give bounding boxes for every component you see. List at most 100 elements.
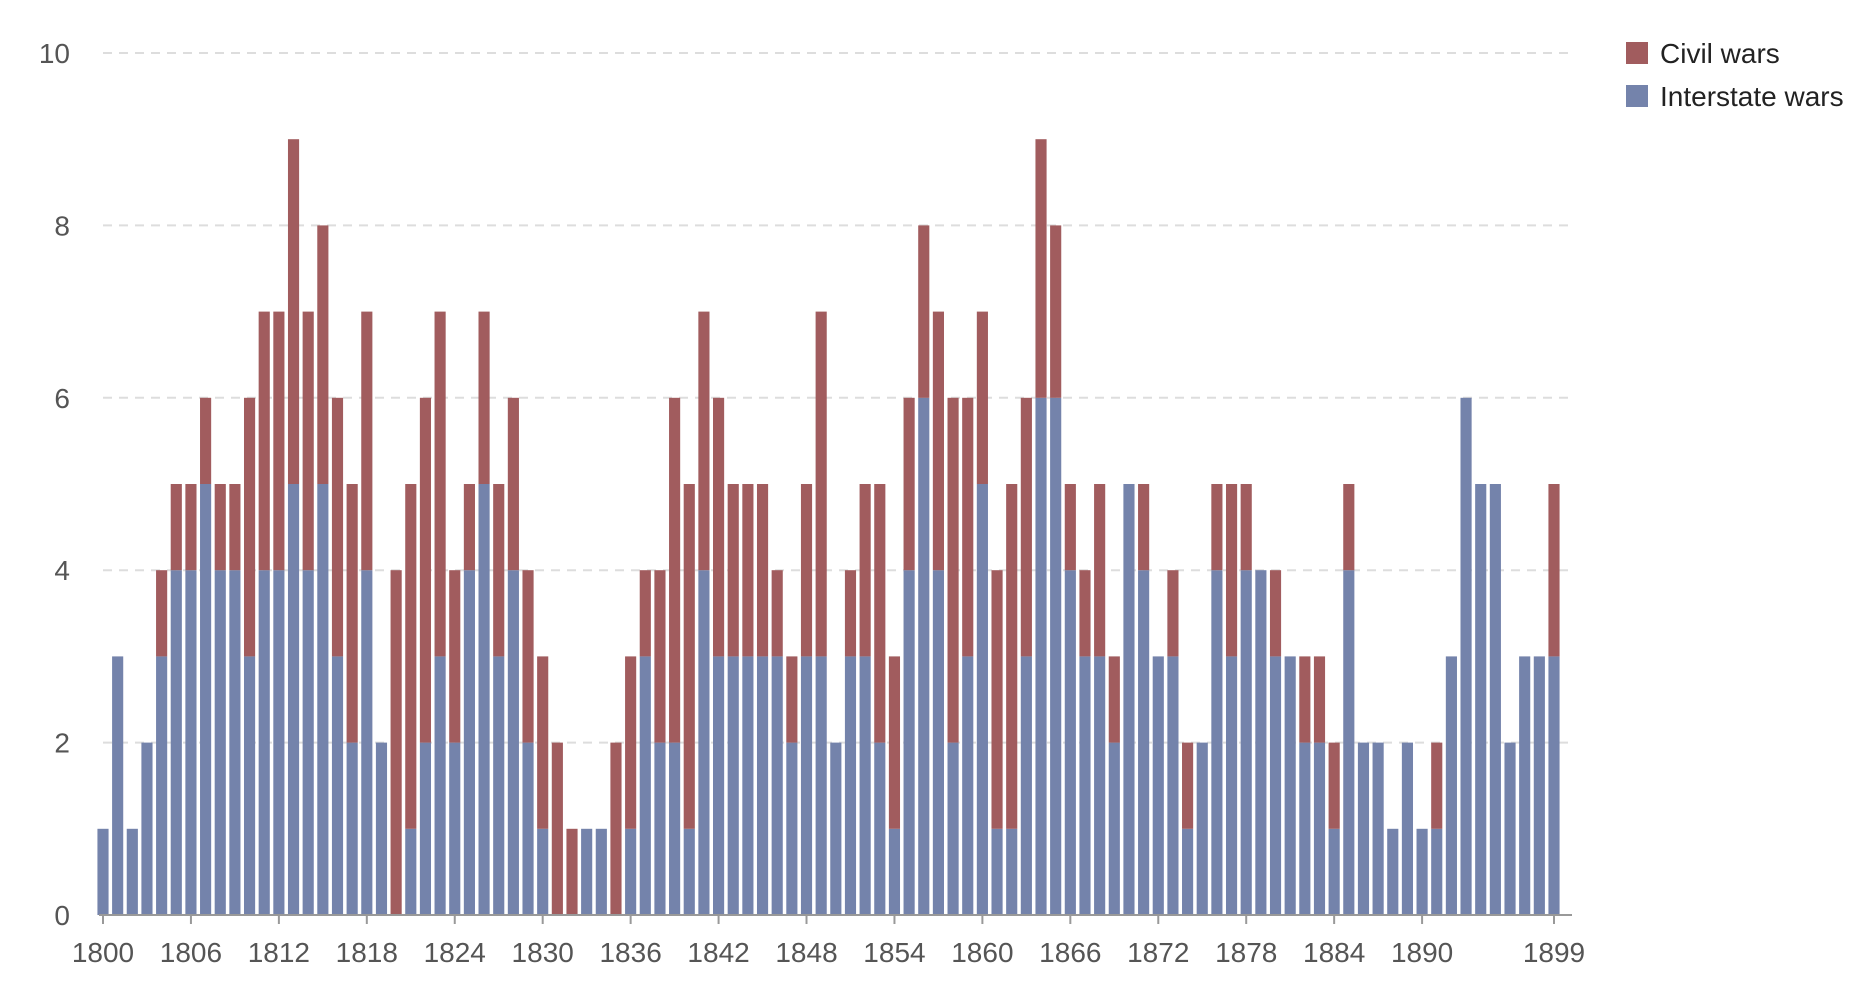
bar-civil-1816[interactable]	[331, 397, 344, 657]
bar-civil-1842[interactable]	[713, 397, 725, 657]
bar-civil-1824[interactable]	[449, 570, 461, 743]
bar-civil-1832[interactable]	[566, 828, 578, 915]
bar-interstate-1861[interactable]	[991, 828, 1003, 915]
bar-civil-1873[interactable]	[1167, 570, 1179, 657]
bar-civil-1876[interactable]	[1211, 484, 1223, 571]
bar-interstate-1858[interactable]	[947, 742, 959, 915]
bar-civil-1841[interactable]	[698, 311, 710, 571]
bar-civil-1869[interactable]	[1108, 656, 1120, 743]
bar-interstate-1877[interactable]	[1225, 656, 1238, 915]
bar-civil-1848[interactable]	[800, 484, 813, 657]
bar-civil-1835[interactable]	[610, 742, 622, 915]
bar-interstate-1894[interactable]	[1475, 484, 1487, 915]
bar-interstate-1817[interactable]	[346, 742, 358, 915]
bar-interstate-1804[interactable]	[156, 656, 168, 915]
bar-interstate-1887[interactable]	[1372, 742, 1384, 915]
bar-civil-1823[interactable]	[434, 311, 446, 657]
bar-interstate-1891[interactable]	[1431, 828, 1443, 915]
bar-interstate-1808[interactable]	[214, 570, 226, 915]
bar-interstate-1803[interactable]	[141, 742, 153, 915]
bar-civil-1884[interactable]	[1328, 742, 1340, 829]
bar-civil-1860[interactable]	[976, 311, 988, 484]
bar-interstate-1810[interactable]	[243, 656, 256, 915]
bar-civil-1821[interactable]	[405, 484, 417, 829]
bar-interstate-1872[interactable]	[1152, 656, 1164, 915]
bar-interstate-1893[interactable]	[1460, 397, 1472, 915]
bar-civil-1851[interactable]	[844, 570, 857, 657]
bar-civil-1847[interactable]	[786, 656, 798, 743]
bar-interstate-1864[interactable]	[1035, 397, 1047, 915]
bar-civil-1812[interactable]	[273, 311, 285, 571]
bar-civil-1855[interactable]	[903, 397, 915, 571]
bar-interstate-1863[interactable]	[1020, 656, 1032, 915]
bar-interstate-1871[interactable]	[1138, 570, 1150, 915]
bar-interstate-1834[interactable]	[595, 828, 607, 915]
bar-civil-1864[interactable]	[1035, 139, 1047, 398]
bar-civil-1871[interactable]	[1138, 484, 1150, 571]
bar-interstate-1847[interactable]	[786, 742, 798, 915]
bar-civil-1828[interactable]	[507, 397, 519, 571]
bar-interstate-1811[interactable]	[258, 570, 270, 915]
bar-interstate-1839[interactable]	[669, 742, 681, 915]
bar-interstate-1867[interactable]	[1079, 656, 1091, 915]
bar-civil-1805[interactable]	[170, 484, 182, 571]
bar-civil-1849[interactable]	[815, 311, 827, 657]
bar-interstate-1813[interactable]	[287, 484, 300, 915]
bar-interstate-1860[interactable]	[976, 484, 988, 915]
bar-interstate-1842[interactable]	[713, 656, 725, 915]
bar-interstate-1886[interactable]	[1357, 742, 1370, 915]
bar-civil-1854[interactable]	[888, 656, 901, 829]
bar-interstate-1895[interactable]	[1489, 484, 1501, 915]
bar-civil-1883[interactable]	[1313, 656, 1326, 743]
bar-interstate-1826[interactable]	[478, 484, 490, 915]
bar-civil-1804[interactable]	[156, 570, 168, 657]
bar-civil-1853[interactable]	[874, 484, 886, 743]
bar-civil-1807[interactable]	[200, 397, 212, 484]
bar-interstate-1848[interactable]	[800, 656, 813, 915]
bar-civil-1865[interactable]	[1050, 225, 1062, 398]
bar-civil-1880[interactable]	[1269, 570, 1282, 657]
bar-interstate-1850[interactable]	[830, 742, 842, 915]
bar-interstate-1837[interactable]	[639, 656, 651, 915]
bar-civil-1859[interactable]	[962, 397, 974, 657]
bar-interstate-1824[interactable]	[449, 742, 461, 915]
bar-interstate-1878[interactable]	[1240, 570, 1252, 915]
bar-interstate-1833[interactable]	[581, 828, 593, 915]
bar-civil-1815[interactable]	[317, 225, 329, 484]
bar-interstate-1862[interactable]	[1006, 828, 1018, 915]
bar-civil-1868[interactable]	[1094, 484, 1106, 657]
bar-civil-1814[interactable]	[302, 311, 314, 571]
bar-interstate-1853[interactable]	[874, 742, 886, 915]
bar-civil-1844[interactable]	[742, 484, 754, 657]
bar-interstate-1822[interactable]	[419, 742, 432, 915]
bar-interstate-1857[interactable]	[932, 570, 944, 915]
bar-civil-1827[interactable]	[493, 484, 505, 657]
bar-interstate-1879[interactable]	[1255, 570, 1267, 915]
bar-interstate-1800[interactable]	[97, 828, 109, 915]
bar-civil-1822[interactable]	[419, 397, 432, 743]
bar-interstate-1851[interactable]	[844, 656, 857, 915]
bar-interstate-1882[interactable]	[1299, 742, 1311, 915]
bar-civil-1806[interactable]	[185, 484, 197, 571]
bar-civil-1846[interactable]	[771, 570, 783, 657]
bar-interstate-1812[interactable]	[273, 570, 285, 915]
bar-interstate-1856[interactable]	[918, 397, 930, 915]
bar-interstate-1806[interactable]	[185, 570, 197, 915]
bar-interstate-1802[interactable]	[126, 828, 138, 915]
bar-interstate-1814[interactable]	[302, 570, 314, 915]
bar-civil-1840[interactable]	[683, 484, 695, 829]
bar-interstate-1880[interactable]	[1269, 656, 1282, 915]
bar-civil-1837[interactable]	[639, 570, 651, 657]
bar-civil-1899[interactable]	[1548, 484, 1560, 657]
bar-interstate-1844[interactable]	[742, 656, 754, 915]
bar-interstate-1897[interactable]	[1519, 656, 1531, 915]
bar-civil-1811[interactable]	[258, 311, 270, 571]
bar-interstate-1809[interactable]	[229, 570, 241, 915]
bar-civil-1845[interactable]	[756, 484, 769, 657]
bar-interstate-1805[interactable]	[170, 570, 182, 915]
bar-interstate-1818[interactable]	[361, 570, 373, 915]
bar-interstate-1865[interactable]	[1050, 397, 1062, 915]
bar-interstate-1855[interactable]	[903, 570, 915, 915]
bar-civil-1878[interactable]	[1240, 484, 1252, 571]
bar-interstate-1845[interactable]	[756, 656, 769, 915]
